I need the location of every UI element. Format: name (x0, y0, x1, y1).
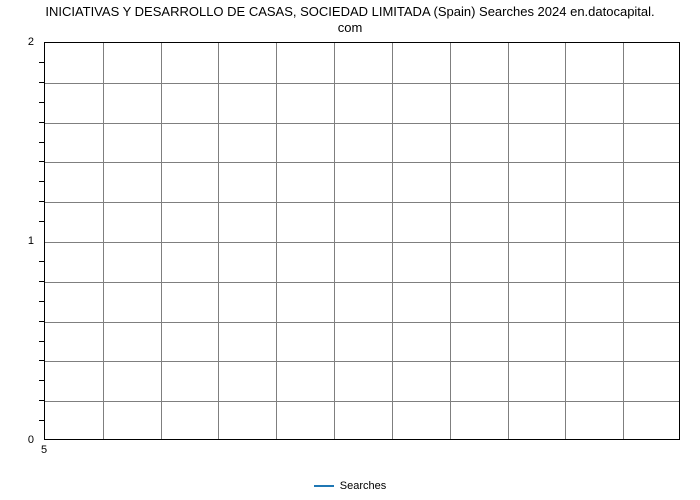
grid-line-horizontal (45, 282, 679, 283)
grid-line-vertical (218, 43, 219, 439)
legend: Searches (0, 478, 700, 492)
grid-line-horizontal (45, 242, 679, 243)
y-minor-tick (39, 341, 44, 342)
grid-line-vertical (161, 43, 162, 439)
legend-label: Searches (340, 480, 386, 492)
y-minor-tick (39, 261, 44, 262)
y-minor-tick (39, 360, 44, 361)
grid-line-vertical (392, 43, 393, 439)
grid-line-horizontal (45, 162, 679, 163)
y-minor-tick (39, 142, 44, 143)
grid-line-vertical (450, 43, 451, 439)
grid-line-horizontal (45, 322, 679, 323)
grid-line-vertical (334, 43, 335, 439)
x-tick-label: 5 (41, 444, 47, 456)
chart-title: INICIATIVAS Y DESARROLLO DE CASAS, SOCIE… (0, 4, 700, 37)
y-minor-tick (39, 82, 44, 83)
y-minor-tick (39, 400, 44, 401)
y-tick-label: 1 (0, 235, 34, 247)
grid-line-horizontal (45, 361, 679, 362)
y-minor-tick (39, 122, 44, 123)
y-minor-tick (39, 161, 44, 162)
legend-item-searches: Searches (314, 480, 386, 492)
grid-line-horizontal (45, 401, 679, 402)
y-minor-tick (39, 321, 44, 322)
y-minor-tick (39, 181, 44, 182)
y-minor-tick (39, 420, 44, 421)
y-minor-tick (39, 281, 44, 282)
y-minor-tick (39, 301, 44, 302)
legend-swatch (314, 485, 334, 487)
grid-line-horizontal (45, 123, 679, 124)
grid-line-horizontal (45, 83, 679, 84)
chart-title-line2: com (338, 20, 363, 35)
y-minor-tick (39, 221, 44, 222)
y-minor-tick (39, 201, 44, 202)
grid-line-horizontal (45, 202, 679, 203)
y-minor-tick (39, 62, 44, 63)
y-minor-tick (39, 380, 44, 381)
plot-area (44, 42, 680, 440)
y-minor-tick (39, 102, 44, 103)
y-tick-label: 2 (0, 36, 34, 48)
line-chart: INICIATIVAS Y DESARROLLO DE CASAS, SOCIE… (0, 0, 700, 500)
grid-line-vertical (565, 43, 566, 439)
y-tick-label: 0 (0, 434, 34, 446)
chart-title-line1: INICIATIVAS Y DESARROLLO DE CASAS, SOCIE… (45, 4, 654, 19)
grid-line-vertical (508, 43, 509, 439)
grid-line-vertical (103, 43, 104, 439)
grid-line-vertical (276, 43, 277, 439)
grid-line-vertical (623, 43, 624, 439)
